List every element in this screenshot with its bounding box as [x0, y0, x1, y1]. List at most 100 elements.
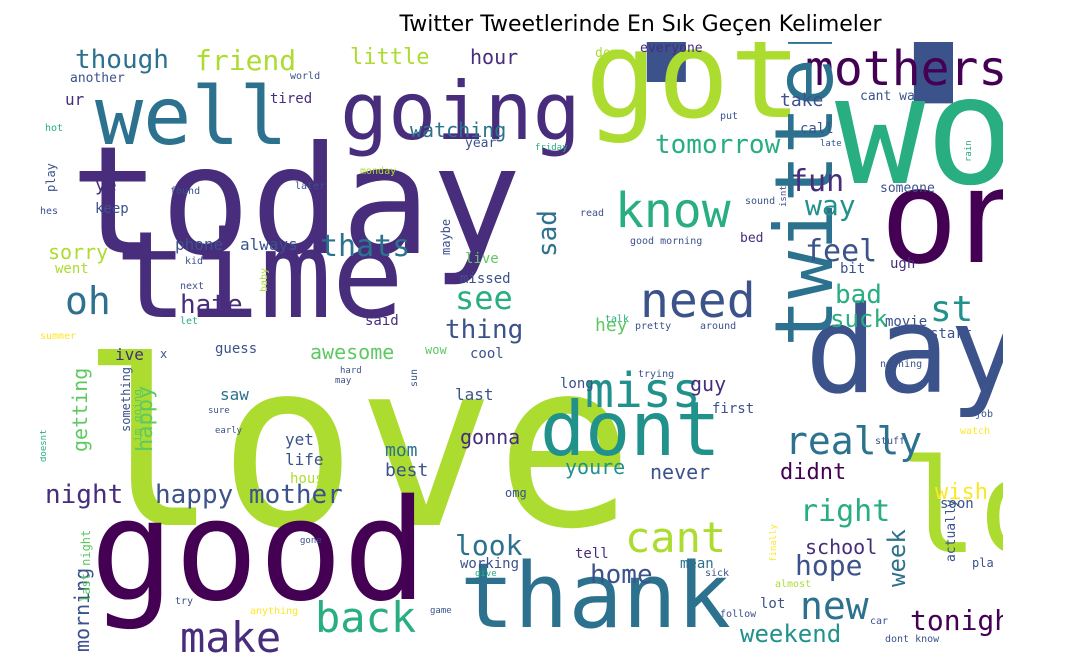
- word-on: on: [880, 141, 1003, 293]
- word-school: school: [805, 535, 878, 559]
- word-thats: thats: [320, 229, 411, 264]
- word-feel: feel: [805, 234, 878, 269]
- word-next: next: [180, 281, 205, 292]
- word-know: know: [615, 183, 731, 239]
- word-call: call: [800, 121, 834, 137]
- word-right: right: [800, 494, 891, 529]
- word-suck: suck: [830, 305, 888, 333]
- word-fun: fun: [790, 164, 845, 199]
- word-well: well: [95, 70, 288, 163]
- word-kid: kid: [185, 256, 204, 267]
- word-working: working: [460, 556, 520, 572]
- word-follow: follow: [720, 609, 757, 620]
- word-everyone: everyone: [640, 42, 703, 56]
- word-watch: watch: [960, 426, 991, 437]
- chart-title: Twitter Tweetlerinde En Sık Geçen Kelime…: [399, 12, 882, 37]
- word-going: going: [340, 65, 581, 158]
- word-play: play: [44, 163, 58, 192]
- word-ur: ur: [65, 90, 85, 109]
- word-miss: miss: [585, 363, 701, 419]
- word-try: try: [175, 596, 194, 607]
- word-baby: baby: [259, 267, 270, 292]
- word-wow: wow: [425, 343, 447, 357]
- word-sun: sun: [409, 368, 420, 387]
- word-put: put: [720, 111, 739, 122]
- word-said: said: [365, 313, 399, 329]
- word-anything: anything: [250, 606, 299, 617]
- word-done: done: [595, 46, 627, 61]
- word-ye: ye: [95, 175, 117, 196]
- word-start: start: [930, 326, 973, 342]
- word-awesome: awesome: [310, 340, 395, 364]
- word-around: around: [700, 321, 737, 332]
- word-hes: hes: [40, 206, 59, 217]
- word-best: best: [385, 460, 429, 481]
- word-pretty: pretty: [635, 321, 672, 332]
- word-oh: oh: [65, 279, 111, 323]
- word-late: late: [820, 139, 842, 149]
- word-may: may: [335, 376, 352, 386]
- word-car: car: [870, 616, 889, 627]
- word-always: always: [240, 235, 298, 254]
- word-hope: hope: [795, 549, 863, 582]
- word-sound: sound: [745, 196, 776, 207]
- word-doesnt: doesnt: [40, 429, 49, 462]
- word-bit: bit: [840, 261, 866, 277]
- word-sad: sad: [533, 210, 563, 257]
- word-guy: guy: [690, 372, 727, 396]
- word-cant: cant: [625, 513, 727, 562]
- word-really: really: [785, 419, 923, 463]
- word-youre: youre: [565, 455, 626, 479]
- word-new: new: [800, 584, 869, 628]
- word-home: home: [590, 560, 653, 590]
- word-tomorrow: tomorrow: [655, 130, 781, 160]
- word-isnt: isnt: [779, 185, 789, 207]
- word-nothing: nothing: [880, 359, 923, 370]
- word-lot: lot: [760, 596, 786, 612]
- word-pla: pla: [972, 556, 994, 570]
- word-dont-know: dont know: [885, 634, 940, 645]
- word-friday: friday: [535, 143, 568, 153]
- word-see: see: [455, 279, 513, 317]
- word-hot: hot: [45, 123, 64, 134]
- word-thank: thank: [460, 544, 731, 649]
- word-let: let: [180, 316, 199, 327]
- word-actually: actually: [944, 499, 959, 562]
- word-job: job: [975, 409, 994, 420]
- word-ive: ive: [115, 345, 144, 364]
- word-day: day: [805, 282, 1003, 421]
- word-gonna: gonna: [460, 425, 521, 449]
- word-found: found: [170, 186, 201, 197]
- word-make: make: [180, 613, 282, 655]
- word-someone: someone: [880, 181, 935, 196]
- word-tonigh: tonigh: [910, 604, 1003, 637]
- word-monday: monday: [360, 166, 397, 177]
- word-keep: keep: [95, 201, 129, 217]
- word-sorry: sorry: [48, 240, 109, 264]
- word-watching: watching: [410, 118, 507, 142]
- word-cloud: imlovetodaygoodgottimewodaygoingthankdon…: [40, 42, 1003, 654]
- word-summer: summer: [40, 331, 77, 342]
- word-mothers: mothers: [805, 42, 1003, 97]
- word-trying: trying: [638, 369, 675, 380]
- word-little: little: [350, 45, 430, 70]
- word-love: love: [80, 313, 634, 580]
- word-way: way: [805, 189, 856, 222]
- word-got: got: [585, 42, 802, 146]
- word-last-night: last night: [79, 529, 93, 602]
- word-good: good: [90, 470, 428, 633]
- word-sick: sick: [705, 568, 730, 579]
- word-sure: sure: [208, 406, 230, 416]
- word-dont: dont: [540, 385, 721, 473]
- word-back: back: [315, 593, 417, 642]
- word-hour: hour: [470, 45, 519, 69]
- word-never: never: [650, 460, 711, 484]
- word-saw: saw: [220, 385, 249, 404]
- word-good-morning: good morning: [630, 236, 703, 247]
- word-hate: hate: [180, 290, 243, 320]
- word-im-going: im going: [131, 389, 144, 442]
- word-ugh: ugh: [890, 256, 916, 272]
- word-soon: soon: [940, 496, 974, 512]
- word-life: life: [285, 450, 324, 469]
- word-take: take: [780, 90, 824, 111]
